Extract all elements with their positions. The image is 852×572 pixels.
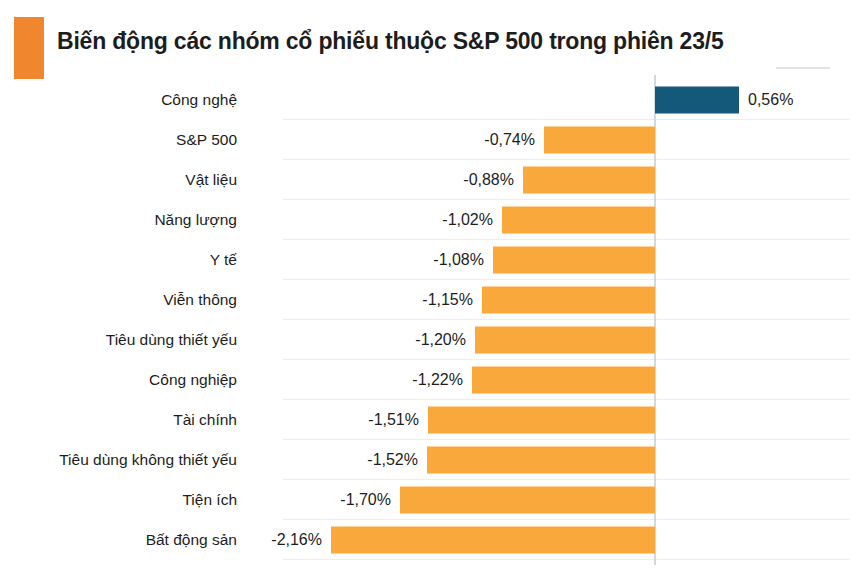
bar: [502, 207, 655, 234]
value-label: -1,02%: [442, 211, 493, 229]
chart-row: Tiện ích -1,70%: [0, 480, 852, 520]
category-label: Bất động sản: [0, 531, 237, 549]
value-label: -1,15%: [422, 291, 473, 309]
category-label: Tài chính: [0, 411, 237, 429]
value-label: -1,70%: [340, 491, 391, 509]
value-label: -0,88%: [463, 171, 514, 189]
chart-row: Năng lượng -1,02%: [0, 200, 852, 240]
category-label: Y tế: [0, 251, 237, 269]
bar: [427, 447, 655, 474]
category-label: Tiêu dùng thiết yếu: [0, 331, 237, 349]
value-label: -1,22%: [412, 371, 463, 389]
category-label: Tiện ích: [0, 491, 237, 509]
plot-area: Công nghệ 0,56% S&P 500 -0,74% Vật liệu -0,88…: [0, 80, 852, 560]
chart-row: Công nghiệp -1,22%: [0, 360, 852, 400]
bar: [400, 487, 655, 514]
chart-title: Biến động các nhóm cổ phiếu thuộc S&P 50…: [57, 28, 847, 55]
value-label: -1,20%: [415, 331, 466, 349]
value-label: -1,51%: [368, 411, 419, 429]
bar: [475, 327, 655, 354]
bar: [544, 127, 655, 154]
value-label: -0,74%: [484, 131, 535, 149]
value-label: -1,52%: [367, 451, 418, 469]
title-accent-bar: [14, 17, 44, 79]
category-label: S&P 500: [0, 131, 237, 149]
chart-row: Tiêu dùng không thiết yếu -1,52%: [0, 440, 852, 480]
category-label: Vật liệu: [0, 171, 237, 189]
bar: [493, 247, 655, 274]
chart-row: Tài chính -1,51%: [0, 400, 852, 440]
value-label: -2,16%: [271, 531, 322, 549]
category-label: Viễn thông: [0, 291, 237, 309]
bar: [482, 287, 655, 314]
chart-row: Vật liệu -0,88%: [0, 160, 852, 200]
bar: [523, 167, 655, 194]
chart-container: Biến động các nhóm cổ phiếu thuộc S&P 50…: [0, 0, 852, 572]
value-label: 0,56%: [748, 91, 793, 109]
top-gridline-segment: [776, 67, 830, 69]
chart-row: Y tế -1,08%: [0, 240, 852, 280]
row-gridline: [283, 559, 849, 560]
bar: [428, 407, 655, 434]
category-label: Tiêu dùng không thiết yếu: [0, 451, 237, 469]
category-label: Năng lượng: [0, 211, 237, 229]
bar-rows: Công nghệ 0,56% S&P 500 -0,74% Vật liệu -0,88…: [0, 80, 852, 560]
chart-row: Viễn thông -1,15%: [0, 280, 852, 320]
category-label: Công nghiệp: [0, 371, 237, 389]
value-label: -1,08%: [433, 251, 484, 269]
chart-row: Bất động sản -2,16%: [0, 520, 852, 560]
bar: [331, 527, 655, 554]
bar: [472, 367, 655, 394]
category-label: Công nghệ: [0, 91, 237, 109]
chart-row: S&P 500 -0,74%: [0, 120, 852, 160]
chart-row: Tiêu dùng thiết yếu -1,20%: [0, 320, 852, 360]
bar: [655, 87, 739, 114]
chart-row: Công nghệ 0,56%: [0, 80, 852, 120]
